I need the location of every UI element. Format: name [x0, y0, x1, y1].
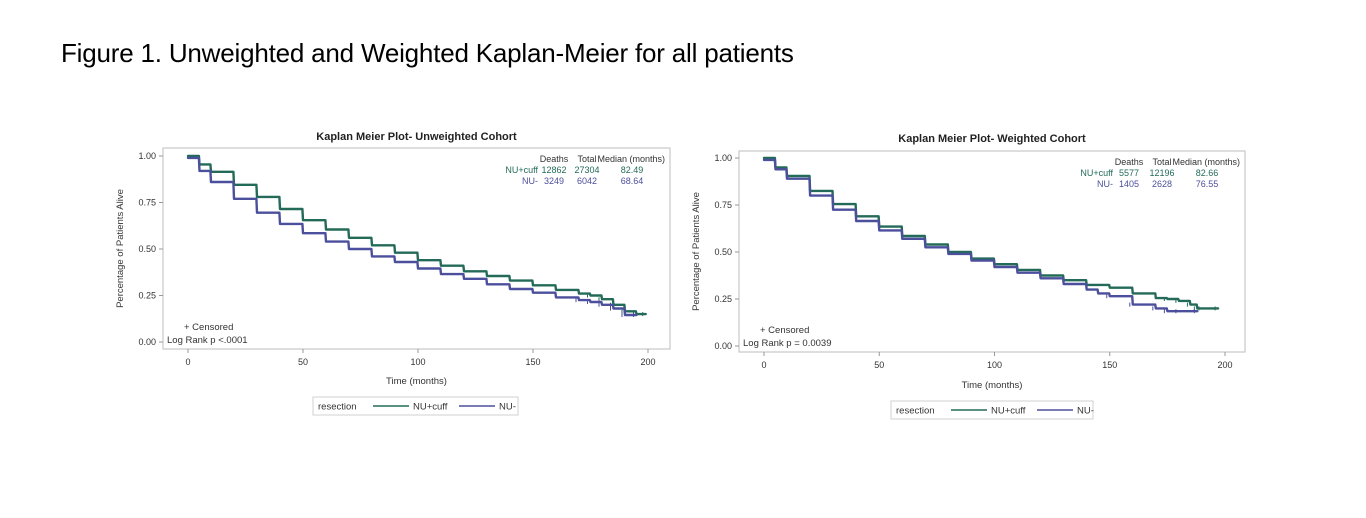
x-tick-label: 200	[640, 357, 655, 367]
x-tick-label: 0	[761, 360, 766, 370]
inset-row-label-nu-cuff: NU+cuff	[505, 165, 538, 175]
inset-header-median: Median (months)	[597, 154, 665, 164]
inset-header-deaths: Deaths	[1115, 157, 1144, 167]
inset-deaths-nu-minus: 3249	[544, 176, 564, 186]
chart-title: Kaplan Meier Plot- Weighted Cohort	[898, 133, 1086, 145]
inset-total-nu-cuff: 12196	[1149, 168, 1174, 178]
km-panel-weighted: Kaplan Meier Plot- Weighted Cohort 0.00 0.…	[691, 133, 1246, 420]
y-tick-label: 0.25	[714, 294, 732, 304]
inset-header-median: Median (months)	[1172, 157, 1240, 167]
x-tick-label: 50	[298, 357, 308, 367]
x-tick-label: 50	[874, 360, 884, 370]
legend-label-nu-minus: NU-	[499, 402, 516, 413]
x-tick-label: 150	[525, 357, 540, 367]
inset-row-label-nu-cuff: NU+cuff	[1080, 168, 1113, 178]
figure-title: Figure 1. Unweighted and Weighted Kaplan…	[61, 38, 794, 68]
survival-curve-nu-minus	[186, 156, 638, 317]
inset-row-label-nu-minus: NU-	[522, 176, 538, 186]
legend-box	[890, 400, 1094, 420]
y-tick-label: 0.75	[714, 200, 732, 210]
inset-total-nu-minus: 2628	[1152, 179, 1172, 189]
inset-header-deaths: Deaths	[540, 154, 569, 164]
survival-curve-nu-cuff	[186, 154, 647, 316]
log-rank-p-value: Log Rank p <.0001	[167, 335, 248, 346]
y-tick-label: 0.00	[714, 341, 732, 351]
inset-total-nu-minus: 6042	[577, 176, 597, 186]
y-tick-label: 1.00	[714, 153, 732, 163]
censored-note: + Censored	[760, 325, 809, 336]
inset-header-total: Total	[1152, 157, 1171, 167]
x-axis-label: Time (months)	[386, 376, 447, 387]
survival-curve-nu-cuff	[762, 156, 1220, 310]
x-axis-label: Time (months)	[962, 380, 1023, 391]
censored-note: + Censored	[184, 322, 233, 333]
y-axis-label: Percentage of Patients Alive	[691, 192, 702, 311]
y-tick-label: 0.75	[138, 198, 156, 208]
x-tick-label: 0	[185, 357, 190, 367]
y-tick-label: 0.50	[714, 247, 732, 257]
x-tick-label: 200	[1217, 360, 1232, 370]
y-tick-label: 1.00	[138, 151, 156, 161]
chart-title: Kaplan Meier Plot- Unweighted Cohort	[316, 131, 517, 143]
x-tick-label: 100	[410, 357, 425, 367]
x-tick-label: 150	[1102, 360, 1117, 370]
legend-label-nu-cuff: NU+cuff	[413, 402, 448, 413]
inset-median-nu-minus: 68.64	[621, 176, 644, 186]
legend-title: resection	[318, 402, 357, 413]
inset-deaths-nu-cuff: 12862	[541, 165, 566, 175]
inset-deaths-nu-cuff: 5577	[1119, 168, 1139, 178]
inset-row-label-nu-minus: NU-	[1097, 179, 1113, 189]
inset-median-nu-cuff: 82.49	[621, 165, 644, 175]
y-tick-label: 0.25	[138, 291, 156, 301]
legend-title: resection	[896, 406, 935, 417]
km-panel-unweighted: Kaplan Meier Plot- Unweighted Cohort 0.00…	[115, 131, 671, 416]
y-axis-label: Percentage of Patients Alive	[115, 189, 126, 308]
x-tick-label: 100	[987, 360, 1002, 370]
y-tick-label: 0.50	[138, 244, 156, 254]
legend-box	[312, 396, 519, 416]
legend-label-nu-cuff: NU+cuff	[991, 406, 1026, 417]
log-rank-p-value: Log Rank p = 0.0039	[743, 338, 831, 349]
inset-header-total: Total	[577, 154, 596, 164]
inset-total-nu-cuff: 27304	[574, 165, 599, 175]
inset-deaths-nu-minus: 1405	[1119, 179, 1139, 189]
y-tick-label: 0.00	[138, 337, 156, 347]
survival-curve-nu-minus	[762, 158, 1199, 313]
legend-label-nu-minus: NU-	[1077, 406, 1094, 417]
inset-median-nu-cuff: 82.66	[1196, 168, 1219, 178]
inset-median-nu-minus: 76.55	[1196, 179, 1219, 189]
